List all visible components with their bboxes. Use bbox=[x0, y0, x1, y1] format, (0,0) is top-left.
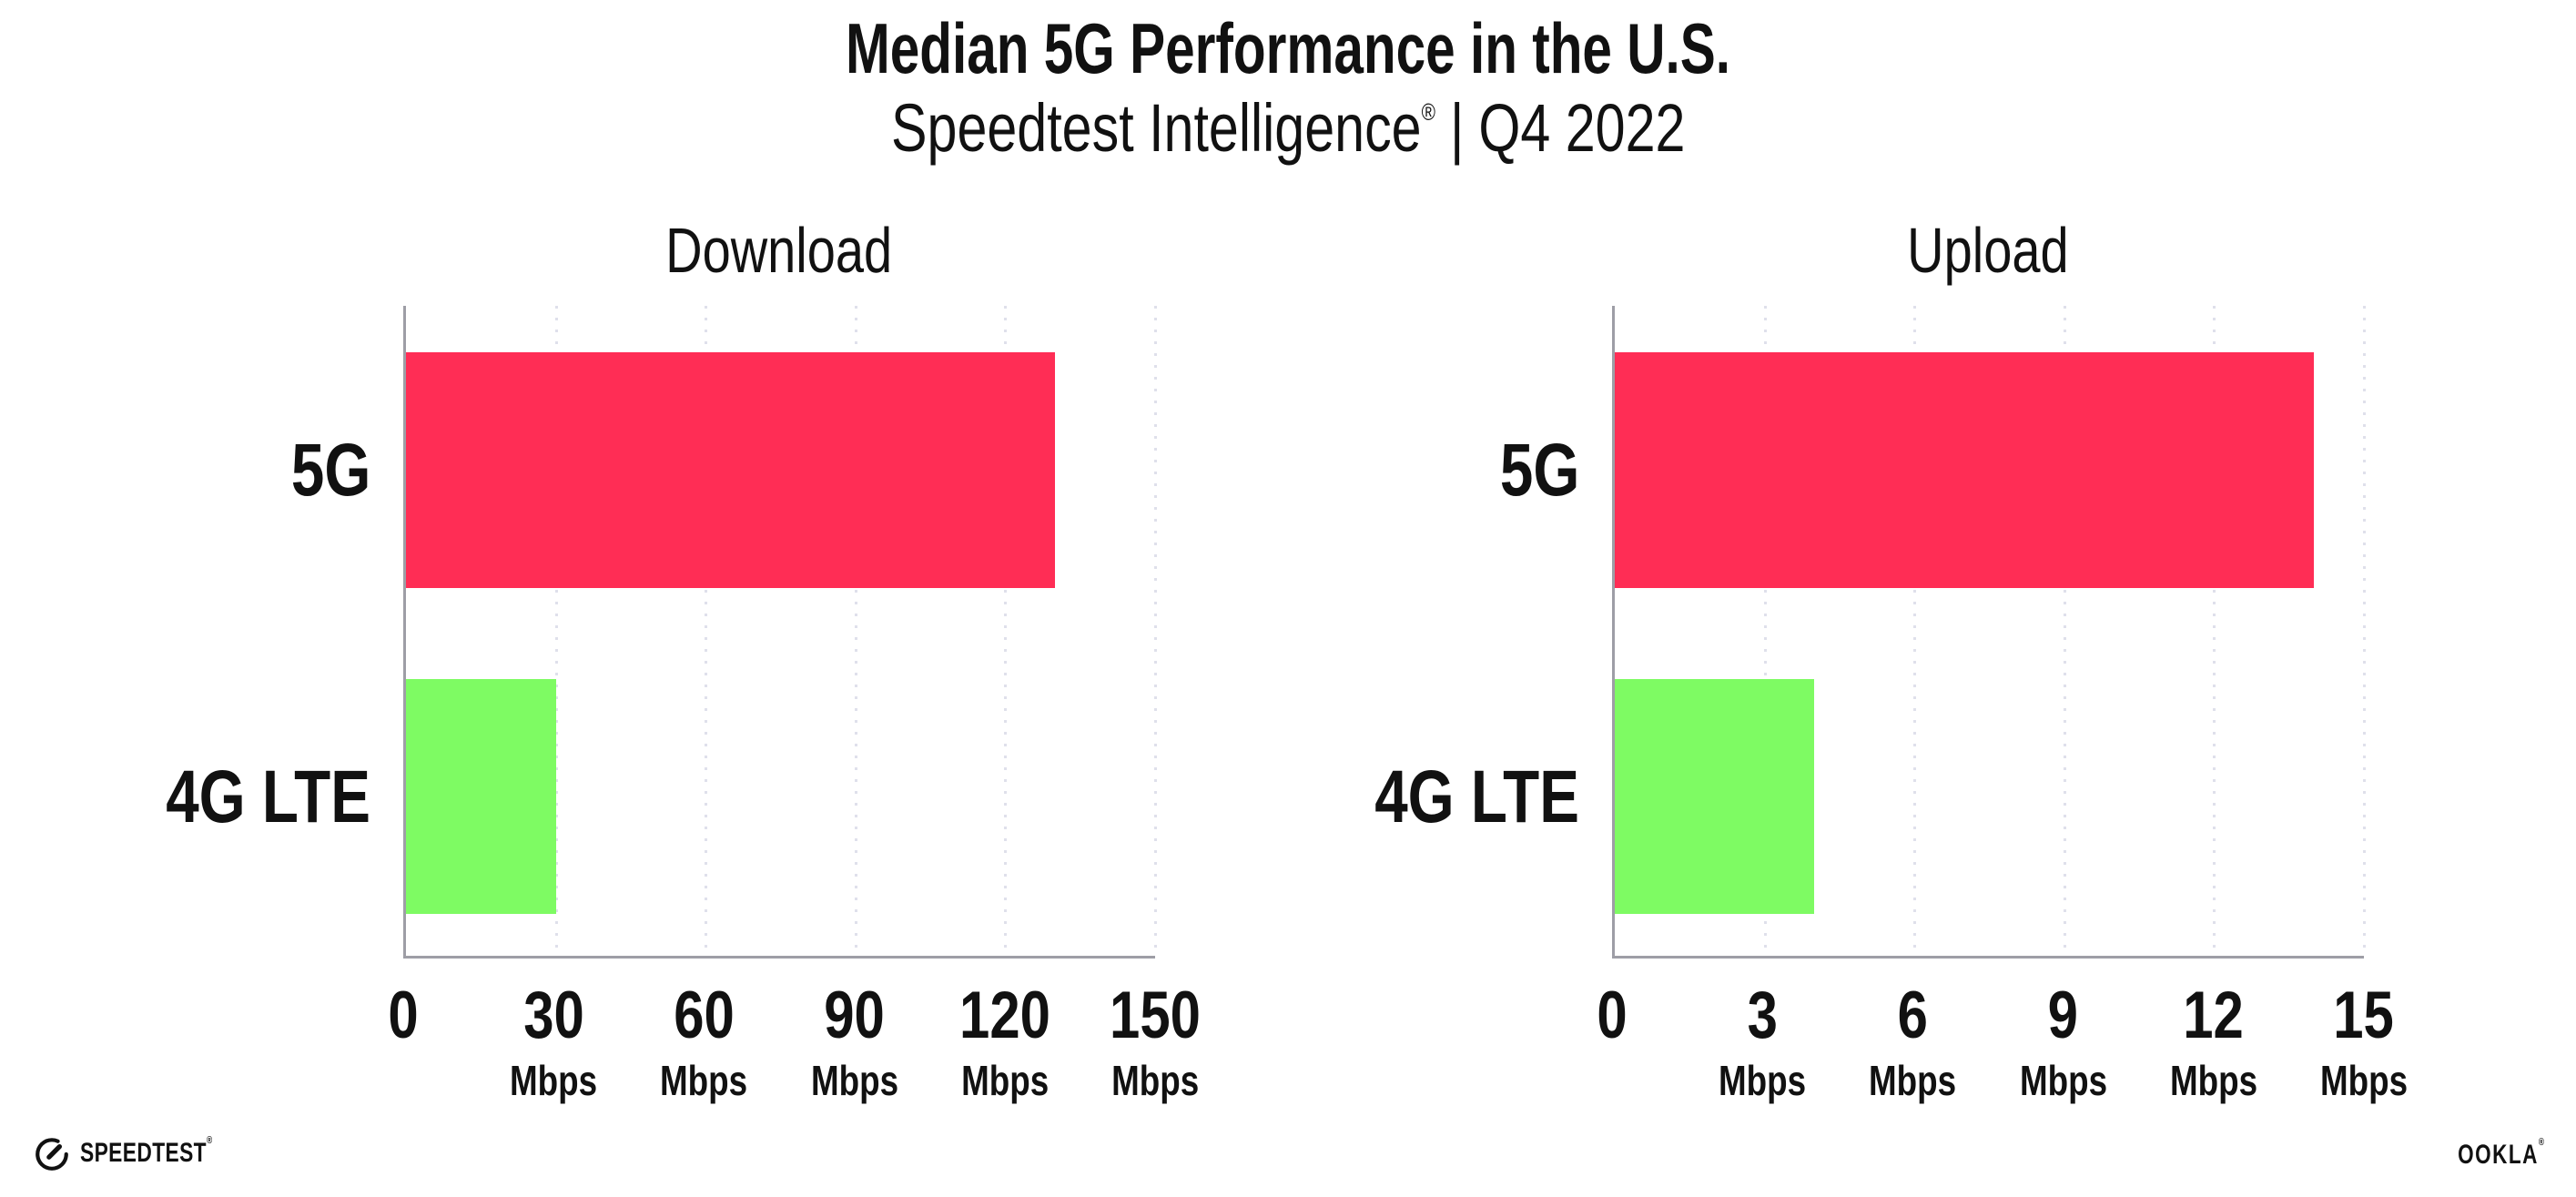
bar-4g-lte bbox=[1615, 679, 1815, 914]
download-chart-title: Download bbox=[665, 215, 893, 286]
tick-150: 150 Mbps bbox=[1100, 982, 1211, 1101]
x-axis-ticks: 0 3 Mbps 6 Mbps 9 Mbps 12 Mbps 15 Mbps bbox=[1597, 982, 2408, 1128]
tick-value: 60 bbox=[674, 979, 735, 1052]
registered-trademark-mark: ® bbox=[1421, 98, 1435, 126]
tick-60: 60 Mbps bbox=[649, 982, 758, 1101]
speedtest-gauge-icon bbox=[35, 1138, 68, 1171]
category-label-4g-lte: 4G LTE bbox=[1374, 756, 1579, 838]
gridline-15 bbox=[2363, 306, 2366, 956]
x-axis-ticks: 0 30 Mbps 60 Mbps 90 Mbps 120 Mbps 150 Mbps bbox=[388, 982, 1201, 1128]
tick-value: 30 bbox=[522, 979, 584, 1052]
tick-3: 3 Mbps bbox=[1708, 982, 1817, 1101]
category-label-4g-lte: 4G LTE bbox=[166, 756, 370, 838]
tick-unit: Mbps bbox=[1111, 1057, 1200, 1104]
tick-6: 6 Mbps bbox=[1858, 982, 1967, 1101]
gridline-12 bbox=[2213, 306, 2216, 956]
tick-0: 0 bbox=[385, 982, 422, 1049]
page-title: Median 5G Performance in the U.S. bbox=[0, 13, 2576, 84]
category-label-5g: 5G bbox=[1499, 429, 1579, 512]
tick-value: 120 bbox=[958, 979, 1050, 1052]
subtitle-period: Q4 2022 bbox=[1478, 90, 1686, 166]
gridline-30 bbox=[554, 306, 558, 956]
bar-4g-lte bbox=[406, 679, 556, 914]
speedtest-registered-mark: ® bbox=[206, 1135, 213, 1146]
upload-chart-title: Upload bbox=[1907, 215, 2069, 286]
speedtest-wordmark: SPEEDTEST® bbox=[80, 1135, 213, 1168]
subtitle-divider: | bbox=[1449, 90, 1465, 166]
tick-unit: Mbps bbox=[960, 1057, 1049, 1104]
category-label-5g: 5G bbox=[290, 429, 370, 512]
ookla-wordmark: OOKLA® bbox=[2457, 1137, 2545, 1170]
download-chart: Download 0 30 Mbps 60 Mbps 90 Mbps 120 Mbps 150 Mb… bbox=[166, 218, 1201, 1101]
gridline-6 bbox=[1913, 306, 1917, 956]
gridline-120 bbox=[1004, 306, 1008, 956]
subtitle-brand: Speedtest Intelligence bbox=[890, 90, 1422, 166]
tick-value: 0 bbox=[1597, 979, 1628, 1052]
tick-unit: Mbps bbox=[2019, 1057, 2107, 1104]
plot-area bbox=[403, 306, 1157, 959]
plot-area bbox=[1612, 306, 2366, 959]
tick-unit: Mbps bbox=[2319, 1057, 2409, 1104]
tick-unit: Mbps bbox=[2169, 1057, 2257, 1104]
tick-value: 15 bbox=[2333, 979, 2395, 1052]
tick-unit: Mbps bbox=[1719, 1057, 1807, 1104]
gridline-60 bbox=[705, 306, 708, 956]
speedtest-logo: SPEEDTEST® bbox=[33, 1134, 254, 1172]
tick-unit: Mbps bbox=[510, 1057, 598, 1104]
tick-value: 6 bbox=[1897, 979, 1929, 1052]
gridline-3 bbox=[1763, 306, 1767, 956]
page-title-text: Median 5G Performance in the U.S. bbox=[846, 8, 1730, 88]
tick-30: 30 Mbps bbox=[499, 982, 608, 1101]
tick-value: 0 bbox=[388, 979, 419, 1052]
bar-5g bbox=[1615, 352, 2315, 588]
tick-90: 90 Mbps bbox=[800, 982, 909, 1101]
tick-0: 0 bbox=[1594, 982, 1631, 1049]
ookla-registered-mark: ® bbox=[2538, 1137, 2545, 1148]
gridline-90 bbox=[854, 306, 857, 956]
page-subtitle: Speedtest Intelligence® | Q4 2022 bbox=[0, 95, 2576, 162]
tick-unit: Mbps bbox=[810, 1057, 898, 1104]
gridline-150 bbox=[1154, 306, 1157, 956]
tick-unit: Mbps bbox=[1869, 1057, 1957, 1104]
gridline-9 bbox=[2063, 306, 2066, 956]
tick-120: 120 Mbps bbox=[949, 982, 1060, 1101]
tick-value: 150 bbox=[1110, 979, 1201, 1052]
tick-value: 90 bbox=[824, 979, 885, 1052]
tick-value: 3 bbox=[1747, 979, 1778, 1052]
tick-12: 12 Mbps bbox=[2159, 982, 2268, 1101]
tick-value: 12 bbox=[2183, 979, 2245, 1052]
tick-unit: Mbps bbox=[660, 1057, 748, 1104]
tick-value: 9 bbox=[2047, 979, 2079, 1052]
bar-5g bbox=[406, 352, 1056, 588]
tick-15: 15 Mbps bbox=[2309, 982, 2419, 1101]
tick-9: 9 Mbps bbox=[2009, 982, 2118, 1101]
upload-chart: Upload 0 3 Mbps 6 Mbps 9 Mbps 12 Mbps 15 Mbps 5G 4G… bbox=[1374, 218, 2408, 1101]
